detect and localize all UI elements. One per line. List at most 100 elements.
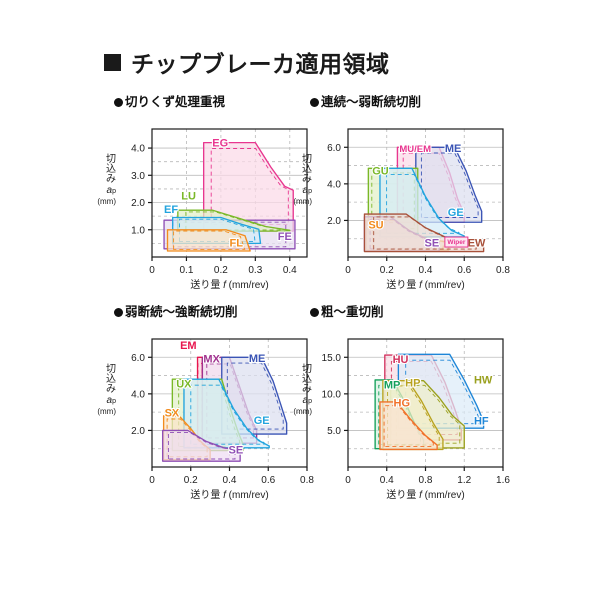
region-label-hg: HG xyxy=(394,397,411,409)
page-title: チップブレーカ適用領域 xyxy=(131,51,390,77)
wiper-badge-label: Wiper xyxy=(447,239,465,246)
y-axis-label-unit: (mm) xyxy=(97,407,116,416)
region-inner-dashed xyxy=(185,211,283,231)
region-label-fe: FE xyxy=(278,231,292,243)
x-axis-label-symbol: f xyxy=(223,490,226,501)
x-axis-label: 送り量 f (mm/rev) xyxy=(180,486,280,501)
region-label-su: SU xyxy=(368,220,383,232)
black-square-icon xyxy=(104,53,121,71)
region-label-em: EM xyxy=(180,340,197,352)
x-tick-label: 0.4 xyxy=(223,475,237,486)
y-tick-label: 2.0 xyxy=(327,216,341,227)
y-tick-label: 4.0 xyxy=(131,144,145,155)
y-axis-label-symbol: ap xyxy=(106,395,116,406)
y-tick-label: 6.0 xyxy=(327,143,341,154)
region-label-gu: GU xyxy=(372,166,389,178)
x-tick-label: 0 xyxy=(149,265,155,276)
region-hg[interactable] xyxy=(379,401,438,451)
chart-title: 連続～弱断続切削 xyxy=(310,95,515,110)
x-tick-label: 0.8 xyxy=(419,475,433,486)
y-tick-label: 6.0 xyxy=(131,353,145,364)
x-tick-label: 1.2 xyxy=(457,475,471,486)
region-label-hp: HP xyxy=(405,378,420,390)
y-tick-label: 1.0 xyxy=(131,225,145,236)
region-label-me: ME xyxy=(249,353,266,365)
region-fl[interactable] xyxy=(166,229,251,252)
x-tick-label: 0.2 xyxy=(214,265,228,276)
region-label-se: SE xyxy=(229,444,244,456)
region-label-ef: EF xyxy=(164,204,178,216)
x-axis-label-symbol: f xyxy=(223,280,226,291)
y-axis-label-jp: 切込み xyxy=(106,154,116,185)
plot-svg: HU HF HW MP HP HG 5.0 10.0 15.0 0 0.4 0.8 1.2 1.6 xyxy=(322,338,510,486)
region-polygon xyxy=(166,229,251,252)
region-label-hu: HU xyxy=(393,354,409,366)
y-tick-label: 3.0 xyxy=(131,171,145,182)
y-tick-label: 2.0 xyxy=(131,426,145,437)
region-inner-dashed xyxy=(395,384,461,444)
plot-area: MU/EM ME GU GE SU SE SEW Wiper 2.0 4.0 6.0 0 0.2 0.4 0… xyxy=(293,113,515,291)
region-label-sx: SX xyxy=(165,408,180,420)
bullet-dot-icon xyxy=(310,98,319,107)
region-label-mu-em: MU/EM xyxy=(399,144,431,155)
wiper-badge xyxy=(444,236,469,248)
bullet-dot-icon xyxy=(114,98,123,107)
region-se[interactable] xyxy=(161,429,241,462)
x-axis-label-jp: 送り量 xyxy=(190,490,221,501)
x-axis-label-symbol: f xyxy=(419,280,422,291)
region-inner-dashed xyxy=(173,230,246,250)
chart-title: 切りくず処理重視 xyxy=(114,95,319,110)
region-inner-dashed xyxy=(373,216,477,250)
y-axis-label: 切込み ap (mm) xyxy=(90,365,116,417)
y-axis-label-jp: 切込み xyxy=(302,364,312,395)
y-axis-label-symbol: ap xyxy=(106,185,116,196)
region-inner-dashed xyxy=(386,173,460,234)
region-inner-dashed xyxy=(387,385,440,446)
region-polygon xyxy=(379,401,438,451)
plot-area: EM MX ME UX GE SX SE 2.0 4.0 6.0 0 0.2 0.4 0.6 0.8 切込み a… xyxy=(97,323,319,501)
x-tick-label: 0.2 xyxy=(184,475,198,486)
y-tick-label: 4.0 xyxy=(327,179,341,190)
x-tick-label: 0 xyxy=(149,475,155,486)
x-tick-label: 0.2 xyxy=(380,265,394,276)
y-axis-label: 切込み ap (mm) xyxy=(286,365,312,417)
y-tick-label: 15.0 xyxy=(322,353,342,364)
x-axis-label-unit: (mm/rev) xyxy=(424,280,465,291)
chart-title-text: 連続～弱断続切削 xyxy=(321,95,422,109)
region-inner-dashed xyxy=(190,384,265,445)
x-axis-label-symbol: f xyxy=(419,490,422,501)
x-axis-label-jp: 送り量 xyxy=(190,280,221,291)
x-tick-label: 0.4 xyxy=(419,265,433,276)
x-axis-label: 送り量 f (mm/rev) xyxy=(376,276,476,291)
plot-area: EG FE LU EF FL 1.0 2.0 3.0 4.0 0 0.1 0.2 0.3 0.4 切込み ap… xyxy=(97,113,319,291)
x-tick-label: 0.8 xyxy=(300,475,314,486)
region-label-eg: EG xyxy=(212,138,228,150)
plot-svg: EM MX ME UX GE SX SE 2.0 4.0 6.0 0 0.2 0.4 0.6 0.8 xyxy=(131,338,314,486)
y-tick-label: 5.0 xyxy=(327,426,341,437)
x-axis-label-jp: 送り量 xyxy=(386,490,417,501)
bullet-dot-icon xyxy=(114,308,123,317)
chart-panel-rough-heavy: 粗～重切削 HU HF HW MP HP HG 5.0 10.0 15.0 0 0.4 0.8 1.2 1.… xyxy=(293,305,515,501)
region-me[interactable] xyxy=(415,146,483,223)
region-label-ux: UX xyxy=(176,378,192,390)
x-tick-label: 0.6 xyxy=(261,475,275,486)
chart-panel-continuous-light: 連続～弱断続切削 MU/EM ME GU GE SU SE SEW Wiper 2.0 4.0 6.0… xyxy=(293,95,515,291)
region-label-mx: MX xyxy=(203,353,220,365)
y-axis-label-jp: 切込み xyxy=(302,154,312,185)
region-polygon xyxy=(415,146,483,223)
region-inner-dashed xyxy=(383,405,434,448)
chart-panel-light-heavy-interrupted: 弱断続～強断続切削 EM MX ME UX GE SX SE 2.0 4.0 6.0 0 0.2 0.4 0… xyxy=(97,305,319,501)
x-tick-label: 0 xyxy=(345,265,351,276)
x-axis-label: 送り量 f (mm/rev) xyxy=(376,486,476,501)
region-label-hf: HF xyxy=(474,416,489,428)
region-label-lu: LU xyxy=(181,190,196,202)
plot-frame xyxy=(151,128,308,258)
region-ge[interactable] xyxy=(183,378,270,449)
y-axis-label: 切込み ap (mm) xyxy=(90,155,116,207)
x-tick-label: 0.8 xyxy=(496,265,510,276)
y-axis-label-unit: (mm) xyxy=(293,197,312,206)
region-label-hw: HW xyxy=(474,375,493,387)
